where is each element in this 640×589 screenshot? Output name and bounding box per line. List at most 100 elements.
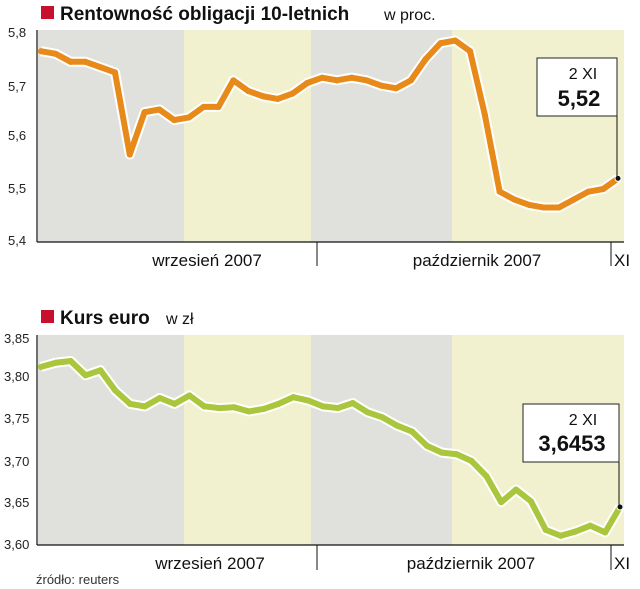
- data-point: [600, 186, 607, 192]
- data-point: [290, 394, 297, 401]
- data-point: [201, 403, 208, 410]
- y-tick-label: 3,65: [4, 495, 29, 510]
- series-segment: [407, 56, 429, 84]
- data-point: [156, 395, 163, 401]
- data-point: [127, 400, 134, 407]
- data-point: [38, 363, 44, 370]
- series-segment: [97, 367, 119, 394]
- y-axis-labels: 3,85 3,80 3,75 3,70 3,65 3,60: [4, 331, 29, 552]
- series-segment: [156, 106, 178, 124]
- data-point: [409, 428, 416, 435]
- data-point: [438, 449, 445, 456]
- data-point: [394, 422, 401, 429]
- data-point: [542, 526, 549, 533]
- data-point: [319, 74, 326, 81]
- data-point: [602, 529, 609, 536]
- data-point: [498, 499, 505, 506]
- data-point: [97, 64, 104, 71]
- data-point: [379, 414, 386, 421]
- band: [184, 335, 311, 545]
- axes: [36, 30, 624, 266]
- band: [311, 335, 452, 545]
- series-segment: [483, 473, 505, 506]
- chart-subtitle: w proc.: [383, 7, 436, 24]
- data-point: [141, 403, 148, 410]
- data-point: [304, 80, 311, 86]
- x-axis-labels: wrzesień 2007 październik 2007 XI: [154, 554, 630, 573]
- y-tick-label: 3,80: [4, 369, 29, 384]
- chart-subtitle: w zł: [165, 311, 194, 328]
- x-month-label: XI: [614, 251, 630, 270]
- data-point: [141, 109, 148, 116]
- data-point: [348, 74, 355, 81]
- series-segment: [112, 387, 134, 407]
- data-point: [111, 69, 118, 76]
- data-point: [67, 358, 74, 365]
- series-segment: [481, 111, 503, 195]
- data-point: [453, 451, 460, 458]
- series-segment: [602, 503, 623, 536]
- data-point: [541, 204, 548, 211]
- series-segment: [111, 69, 133, 158]
- title-marker: [41, 310, 54, 323]
- callout-value: 5,52: [558, 86, 601, 111]
- data-point: [572, 528, 579, 535]
- data-point: [97, 367, 104, 374]
- data-point: [82, 372, 89, 379]
- data-point: [289, 90, 296, 97]
- data-point: [511, 196, 518, 203]
- data-point: [259, 93, 266, 100]
- data-point: [230, 77, 237, 84]
- y-tick-label: 3,60: [4, 537, 29, 552]
- series-segment: [467, 48, 488, 118]
- data-point: [407, 77, 414, 84]
- data-point: [275, 400, 282, 407]
- data-point: [334, 405, 341, 412]
- data-point: [274, 95, 281, 102]
- data-point: [555, 204, 562, 211]
- series-segment: [215, 77, 237, 110]
- data-point: [245, 408, 252, 415]
- data-point: [185, 114, 192, 121]
- y-tick-label: 3,75: [4, 411, 29, 426]
- y-tick-label: 5,5: [8, 181, 26, 196]
- x-month-label: październik 2007: [407, 554, 536, 573]
- value-callout: 2 XI 3,6453: [522, 403, 620, 508]
- value-callout: 2 XI 5,52: [536, 57, 618, 177]
- data-series: [38, 356, 625, 541]
- y-tick-label: 3,70: [4, 454, 29, 469]
- last-point-marker: [616, 503, 624, 511]
- data-point: [496, 188, 503, 195]
- data-point: [260, 405, 267, 412]
- data-point: [378, 82, 385, 89]
- data-point: [171, 117, 178, 124]
- data-point: [483, 473, 490, 480]
- band: [38, 30, 184, 242]
- band: [38, 335, 184, 545]
- x-month-label: październik 2007: [413, 251, 542, 270]
- data-point: [424, 442, 430, 449]
- data-point: [526, 201, 533, 208]
- data-point: [481, 111, 488, 118]
- data-point: [422, 56, 429, 63]
- data-point: [126, 151, 133, 158]
- band: [184, 30, 311, 242]
- data-point: [452, 37, 459, 44]
- series-segment: [289, 80, 311, 97]
- y-tick-label: 5,4: [8, 233, 26, 248]
- data-point: [333, 77, 340, 84]
- title-marker: [41, 6, 54, 19]
- data-point: [468, 458, 475, 464]
- series-segment: [409, 428, 430, 449]
- source-note: źródło: reuters: [36, 572, 120, 587]
- data-point: [570, 196, 577, 203]
- data-point: [349, 400, 356, 407]
- series-segment: [186, 392, 208, 410]
- series-segment: [422, 40, 444, 63]
- series-segment: [230, 77, 252, 94]
- data-point: [38, 48, 44, 55]
- data-point: [156, 106, 163, 113]
- data-point: [467, 48, 474, 55]
- callout-date: 2 XI: [569, 66, 597, 83]
